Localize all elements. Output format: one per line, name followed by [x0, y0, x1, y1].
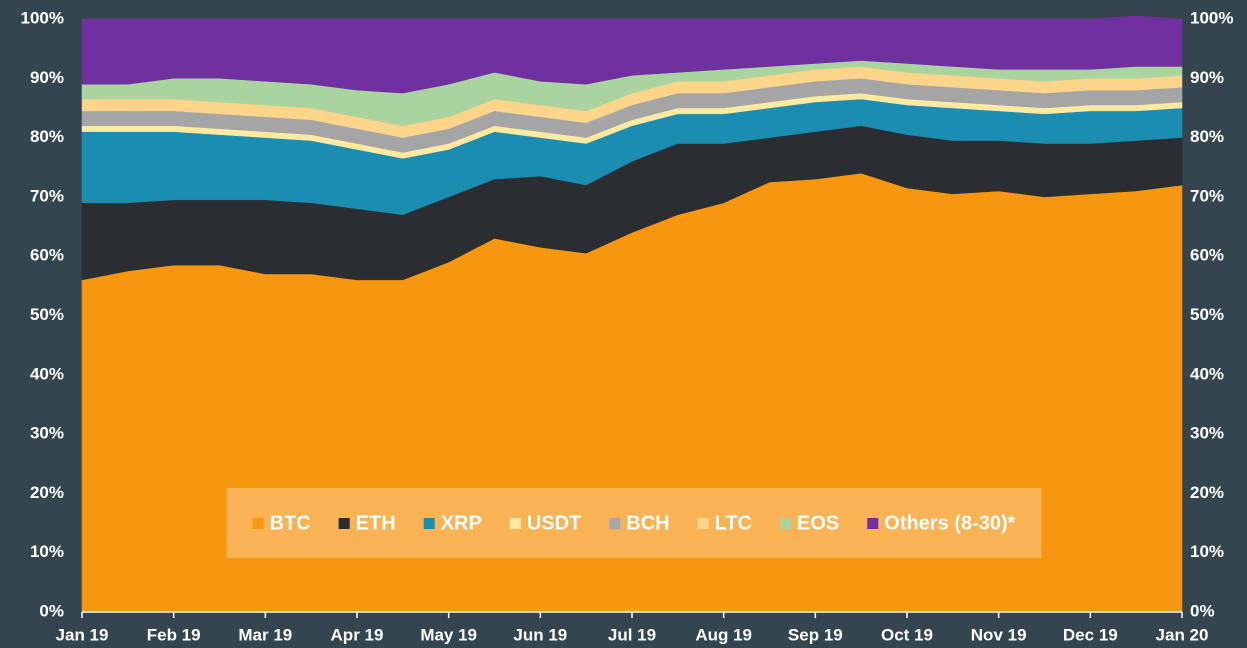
y2-tick-label: 90%: [1190, 68, 1224, 87]
x-tick-label: Sep 19: [788, 625, 843, 644]
y2-tick-label: 30%: [1190, 424, 1224, 443]
legend-label: Others (8-30)*: [884, 512, 1015, 534]
x-tick-label: Feb 19: [147, 625, 201, 644]
legend-box: [226, 488, 1042, 558]
x-tick-label: Nov 19: [971, 625, 1027, 644]
y-tick-label: 0%: [39, 601, 64, 620]
legend-swatch: [252, 518, 264, 529]
y-tick-label: 90%: [30, 68, 64, 87]
x-tick-label: Mar 19: [238, 625, 292, 644]
legend-swatch: [697, 518, 709, 529]
y2-tick-label: 80%: [1190, 127, 1224, 146]
x-tick-label: Dec 19: [1063, 625, 1118, 644]
legend-swatch: [780, 518, 792, 529]
y2-tick-label: 0%: [1190, 601, 1215, 620]
y-tick-label: 20%: [30, 483, 64, 502]
x-tick-label: Apr 19: [331, 625, 384, 644]
y2-tick-label: 60%: [1190, 246, 1224, 265]
y-tick-label: 80%: [30, 127, 64, 146]
y-tick-label: 70%: [30, 186, 64, 205]
legend-label: XRP: [441, 512, 482, 534]
legend-label: USDT: [527, 512, 581, 534]
legend: BTC ETH XRP USDT BCH LTC EOS Others (8-30)*: [226, 488, 1042, 558]
x-tick-label: Oct 19: [881, 625, 933, 644]
y2-tick-label: 40%: [1190, 364, 1224, 383]
legend-label: ETH: [356, 512, 396, 534]
y2-tick-label: 100%: [1190, 8, 1233, 27]
y-tick-label: 10%: [30, 542, 64, 561]
x-tick-label: Jan 20: [1156, 625, 1209, 644]
legend-swatch: [609, 518, 621, 529]
y2-tick-label: 20%: [1190, 483, 1224, 502]
x-tick-label: May 19: [420, 625, 477, 644]
y-tick-label: 30%: [30, 424, 64, 443]
y-tick-label: 60%: [30, 246, 64, 265]
legend-swatch: [509, 518, 521, 529]
x-tick-label: Jun 19: [513, 625, 567, 644]
y2-tick-label: 70%: [1190, 186, 1224, 205]
legend-label: EOS: [797, 512, 839, 534]
y-tick-label: 50%: [30, 305, 64, 324]
area: [81, 15, 1183, 94]
y-tick-label: 100%: [21, 8, 64, 27]
legend-swatch: [867, 518, 879, 529]
x-tick-label: Jan 19: [56, 625, 109, 644]
legend-swatch: [423, 518, 435, 529]
x-tick-label: Aug 19: [695, 625, 752, 644]
legend-label: BTC: [270, 512, 311, 534]
legend-swatch: [338, 518, 350, 529]
y2-tick-label: 50%: [1190, 305, 1224, 324]
legend-label: BCH: [626, 512, 669, 534]
x-tick-label: Jul 19: [608, 625, 656, 644]
legend-label: LTC: [715, 512, 752, 534]
y2-tick-label: 10%: [1190, 542, 1224, 561]
y-tick-label: 40%: [30, 364, 64, 383]
